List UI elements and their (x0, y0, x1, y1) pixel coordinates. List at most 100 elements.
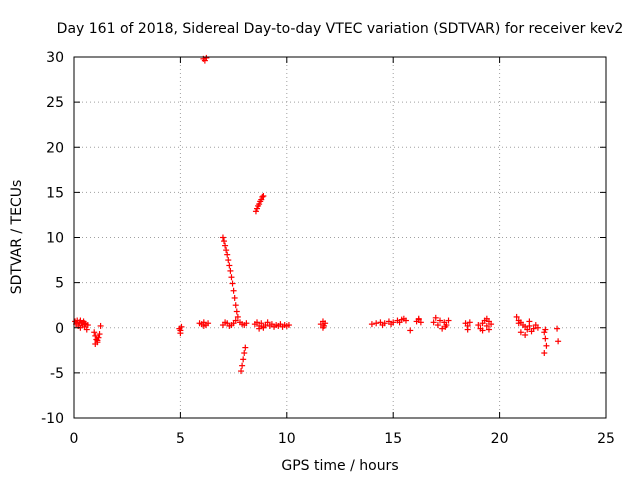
data-point (542, 335, 549, 342)
data-point (260, 324, 267, 331)
y-tick-label: 20 (46, 140, 64, 156)
data-point (541, 329, 548, 336)
data-point (240, 356, 247, 363)
data-point (488, 321, 495, 328)
data-point (258, 196, 265, 203)
data-point (230, 287, 237, 294)
y-tick-label: 10 (46, 231, 64, 247)
y-tick-labels: -10 -5 0 5 10 15 20 25 30 (41, 50, 64, 427)
data-point (483, 315, 490, 322)
data-point (475, 322, 482, 329)
data-point (432, 314, 439, 321)
data-point (224, 251, 231, 258)
data-point (219, 234, 226, 241)
x-tick-labels: 0 5 10 15 20 25 (70, 431, 615, 447)
data-point (264, 319, 271, 326)
data-point (522, 331, 529, 338)
data-point (226, 322, 233, 329)
data-point (223, 247, 230, 254)
data-point (94, 337, 101, 344)
data-point (368, 321, 375, 328)
data-point (515, 320, 522, 327)
data-point (83, 326, 90, 333)
data-point (485, 326, 492, 333)
data-point (464, 326, 471, 333)
data-point (254, 205, 261, 212)
data-point (466, 319, 473, 326)
x-tick-label: 0 (70, 431, 79, 447)
y-tick-label: -10 (41, 411, 64, 427)
data-point (430, 319, 437, 326)
data-point (388, 321, 395, 328)
data-point (228, 274, 235, 281)
data-point (445, 317, 452, 324)
data-point (231, 294, 238, 301)
data-point (258, 320, 265, 327)
axis-ticks (73, 56, 607, 419)
data-point (442, 323, 449, 330)
chart-title: Day 161 of 2018, Sidereal Day-to-day VTE… (57, 21, 624, 37)
data-point (555, 338, 562, 345)
data-point (178, 323, 185, 330)
y-tick-label: 30 (46, 50, 64, 66)
data-point (232, 302, 239, 309)
data-point (402, 317, 409, 324)
x-tick-label: 20 (491, 431, 509, 447)
data-point (200, 322, 207, 329)
data-point (226, 262, 233, 269)
data-point (534, 324, 541, 331)
data-point (259, 193, 266, 200)
data-point (256, 201, 263, 208)
y-axis-label: SDTVAR / TECUs (9, 180, 25, 295)
data-point (242, 344, 249, 351)
data-point (222, 319, 229, 326)
y-tick-label: 5 (55, 276, 64, 292)
y-tick-label: -5 (50, 366, 64, 382)
data-points (72, 54, 562, 375)
y-tick-label: 0 (55, 321, 64, 337)
data-point (260, 192, 267, 199)
data-point (543, 342, 550, 349)
data-point (243, 320, 250, 327)
data-point (221, 238, 228, 245)
data-point (526, 318, 533, 325)
data-point (396, 319, 403, 326)
grid-lines (74, 57, 606, 418)
data-point (483, 322, 490, 329)
data-point (379, 322, 386, 329)
data-point (238, 368, 245, 375)
data-point (256, 325, 263, 332)
data-point (97, 322, 104, 329)
data-point (319, 324, 326, 331)
data-point (513, 313, 520, 320)
data-point (205, 320, 212, 327)
data-point (77, 317, 84, 324)
data-point (239, 362, 246, 369)
data-point (91, 329, 98, 336)
data-point (234, 313, 241, 320)
data-point (233, 308, 240, 315)
data-point (252, 208, 259, 215)
data-point (373, 320, 380, 327)
y-tick-label: 15 (46, 185, 64, 201)
data-point (227, 267, 234, 274)
data-point (222, 242, 229, 249)
data-point (437, 317, 444, 324)
y-tick-label: 25 (46, 95, 64, 111)
data-point (177, 330, 184, 337)
x-tick-label: 25 (597, 431, 615, 447)
data-point (241, 350, 248, 357)
data-point (203, 54, 210, 61)
data-point (417, 319, 424, 326)
data-point (541, 350, 548, 357)
data-point (479, 327, 486, 334)
data-point (517, 329, 524, 336)
x-tick-label: 15 (384, 431, 402, 447)
data-point (254, 319, 261, 326)
data-point (554, 325, 561, 332)
data-point (439, 325, 446, 332)
data-point (524, 326, 531, 333)
data-point (92, 340, 99, 347)
data-point (96, 331, 103, 338)
data-point (322, 320, 329, 327)
